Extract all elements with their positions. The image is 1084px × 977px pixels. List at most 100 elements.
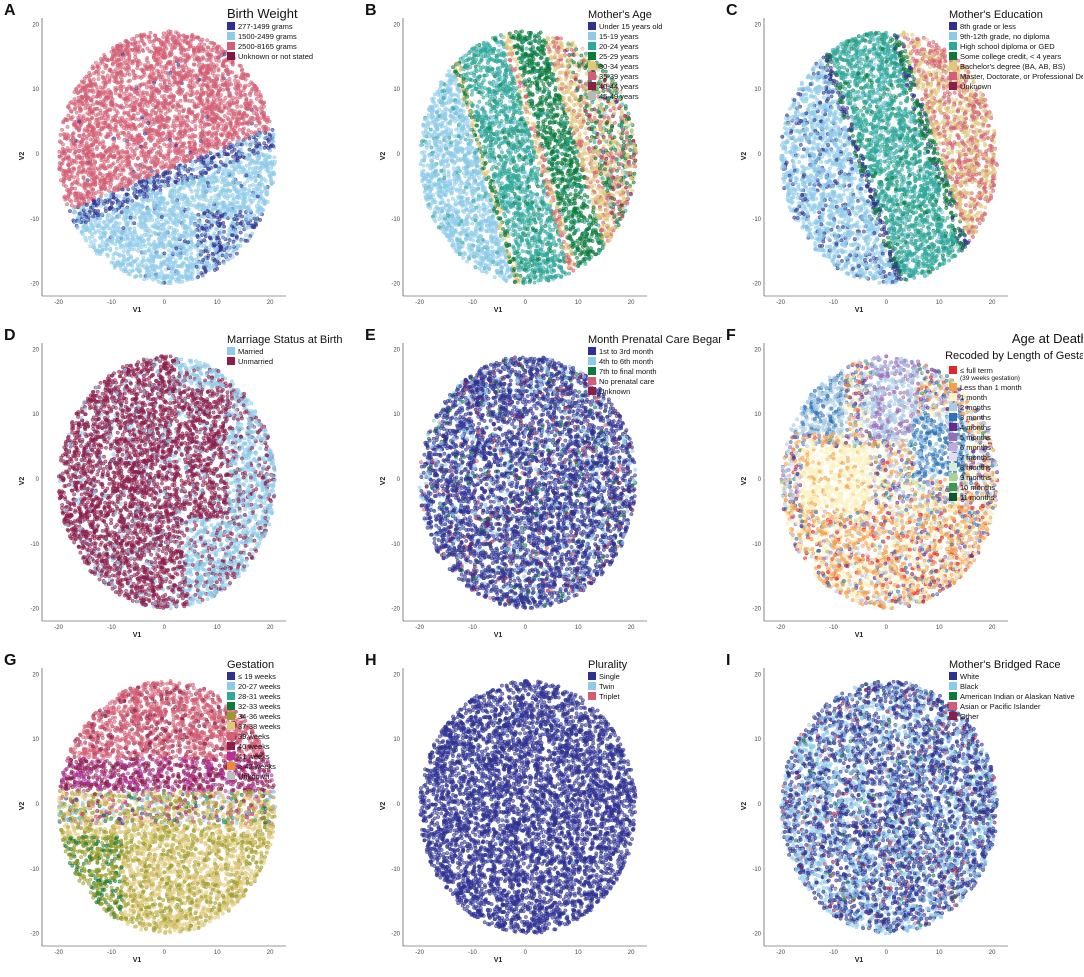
data-point bbox=[103, 113, 107, 118]
data-point bbox=[232, 183, 237, 188]
data-point bbox=[134, 195, 139, 199]
data-point bbox=[95, 124, 100, 129]
data-point bbox=[146, 121, 151, 126]
data-point bbox=[259, 189, 264, 194]
data-point bbox=[207, 76, 212, 81]
data-point bbox=[94, 113, 98, 118]
data-point bbox=[95, 134, 100, 139]
data-point bbox=[123, 176, 128, 181]
data-point bbox=[240, 72, 244, 77]
data-point bbox=[158, 265, 163, 270]
data-point bbox=[196, 270, 201, 274]
data-point bbox=[261, 153, 265, 158]
data-point bbox=[244, 233, 248, 238]
data-point bbox=[122, 207, 127, 212]
data-point bbox=[222, 261, 227, 266]
data-point bbox=[183, 239, 187, 244]
data-point bbox=[245, 73, 250, 78]
data-point bbox=[174, 30, 179, 35]
data-point bbox=[69, 199, 74, 204]
data-point bbox=[156, 129, 161, 134]
data-point bbox=[166, 116, 171, 121]
data-point bbox=[256, 89, 261, 94]
data-point bbox=[184, 70, 189, 75]
data-point bbox=[135, 164, 140, 168]
data-point bbox=[190, 151, 195, 156]
data-point bbox=[98, 85, 103, 90]
data-point bbox=[255, 216, 260, 221]
data-point bbox=[227, 194, 232, 199]
data-point bbox=[167, 234, 172, 238]
data-point bbox=[101, 70, 105, 75]
data-point bbox=[115, 186, 119, 191]
data-point bbox=[199, 91, 203, 96]
data-point bbox=[143, 170, 147, 175]
data-point bbox=[192, 62, 197, 67]
data-point bbox=[154, 62, 159, 67]
data-point bbox=[209, 195, 214, 200]
data-point bbox=[263, 118, 268, 122]
data-point bbox=[89, 186, 94, 191]
data-point bbox=[123, 269, 128, 273]
data-point bbox=[164, 89, 168, 94]
data-point bbox=[239, 183, 244, 188]
data-point bbox=[64, 136, 69, 141]
data-point bbox=[116, 235, 120, 240]
data-point bbox=[168, 138, 173, 143]
data-point bbox=[246, 107, 251, 111]
data-point bbox=[260, 107, 264, 112]
data-point bbox=[154, 151, 159, 156]
data-point bbox=[259, 160, 264, 165]
data-point bbox=[85, 117, 90, 122]
data-point bbox=[181, 234, 186, 239]
data-point bbox=[148, 260, 153, 265]
data-point bbox=[238, 90, 243, 95]
data-point bbox=[253, 165, 258, 170]
data-point bbox=[151, 84, 156, 89]
data-point bbox=[58, 154, 62, 159]
data-point bbox=[128, 153, 133, 158]
data-point bbox=[94, 229, 98, 234]
data-point bbox=[133, 52, 138, 56]
data-point bbox=[225, 157, 229, 162]
data-point bbox=[217, 240, 222, 245]
data-point bbox=[166, 152, 171, 157]
data-point bbox=[112, 189, 116, 194]
data-point bbox=[125, 156, 130, 161]
data-point bbox=[141, 264, 146, 269]
data-point bbox=[178, 144, 183, 149]
data-point bbox=[120, 187, 125, 192]
data-point bbox=[131, 108, 136, 113]
data-point bbox=[149, 147, 154, 152]
data-point bbox=[189, 211, 194, 216]
data-point bbox=[234, 96, 239, 101]
data-point bbox=[90, 142, 94, 147]
data-point bbox=[171, 157, 176, 162]
data-point bbox=[234, 133, 239, 138]
data-point bbox=[250, 115, 255, 120]
data-point bbox=[209, 48, 213, 52]
data-point bbox=[104, 193, 108, 198]
data-point bbox=[200, 140, 205, 145]
data-point bbox=[215, 184, 220, 189]
data-point bbox=[253, 191, 258, 196]
data-point bbox=[130, 264, 135, 268]
data-point bbox=[239, 104, 244, 109]
data-point bbox=[131, 69, 136, 74]
data-point bbox=[220, 178, 225, 183]
data-point bbox=[196, 212, 201, 217]
data-point bbox=[98, 178, 103, 183]
data-point bbox=[163, 112, 168, 116]
data-point bbox=[80, 201, 85, 206]
data-point bbox=[96, 223, 101, 228]
data-point bbox=[230, 62, 235, 67]
data-point bbox=[210, 207, 215, 212]
data-point bbox=[140, 165, 145, 169]
data-point bbox=[204, 84, 209, 88]
data-point bbox=[124, 89, 129, 94]
data-point bbox=[246, 221, 251, 226]
data-point bbox=[92, 195, 97, 200]
data-point bbox=[125, 145, 130, 150]
data-point bbox=[163, 70, 168, 75]
data-point bbox=[99, 203, 103, 208]
